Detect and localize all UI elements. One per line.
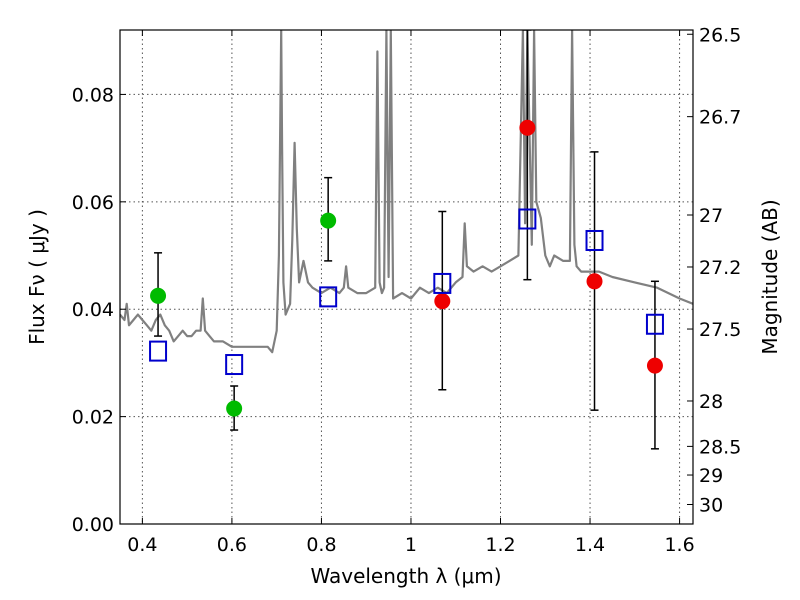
model-point (225, 354, 244, 376)
x-tick-label: 1.4 (575, 534, 605, 556)
axis-ticks (120, 30, 693, 525)
x-tick-label: 0.4 (127, 534, 157, 556)
x-tick-label: 1.6 (664, 534, 694, 556)
data-point (150, 287, 167, 304)
y2-tick-label: 27.5 (699, 319, 741, 341)
data-point (519, 119, 536, 136)
y-tick-label: 0.02 (72, 407, 114, 429)
plot-area (120, 30, 693, 524)
model-point (149, 340, 168, 362)
y2-tick-label: 28 (699, 391, 723, 413)
data-point (434, 293, 451, 310)
x-axis-label: Wavelength λ (μm) (310, 564, 501, 588)
data-point (320, 212, 337, 229)
y2-tick-label: 26.7 (699, 107, 741, 129)
y-tick-label: 0.06 (72, 192, 114, 214)
y2-tick-label: 27.2 (699, 257, 741, 279)
tick-labels: 0.4 0.6 0.8 1 1.2 1.4 1.6 0.00 0.02 0.04 0.06 0.08 2… (72, 24, 742, 556)
model-point (585, 229, 604, 251)
model-point (433, 272, 452, 294)
data-point (226, 400, 243, 417)
data-point (586, 273, 603, 290)
x-tick-label: 0.6 (217, 534, 247, 556)
model-point (319, 286, 338, 308)
y2-tick-label: 30 (699, 495, 723, 517)
x-tick-label: 0.8 (306, 534, 336, 556)
y2-tick-label: 28.5 (699, 436, 741, 458)
x-tick-label: 1.2 (485, 534, 515, 556)
y2-tick-label: 26.5 (699, 24, 741, 46)
photometry-markers (149, 30, 664, 450)
data-point (646, 357, 663, 374)
model-point (518, 208, 537, 230)
spectrum-line (120, 30, 693, 354)
y2-axis-label: Magnitude (AB) (758, 199, 782, 354)
y-axis-label: Flux Fν ( μJy ) (25, 209, 49, 345)
plot-frame (119, 29, 694, 525)
y2-tick-label: 27 (699, 205, 723, 227)
y2-tick-label: 29 (699, 465, 723, 487)
spectrum-series (120, 30, 693, 354)
model-point (645, 313, 664, 335)
y-tick-label: 0.08 (72, 84, 114, 106)
x-tick-label: 1 (405, 534, 417, 556)
y-tick-label: 0.04 (72, 299, 114, 321)
y-tick-label: 0.00 (72, 514, 114, 536)
